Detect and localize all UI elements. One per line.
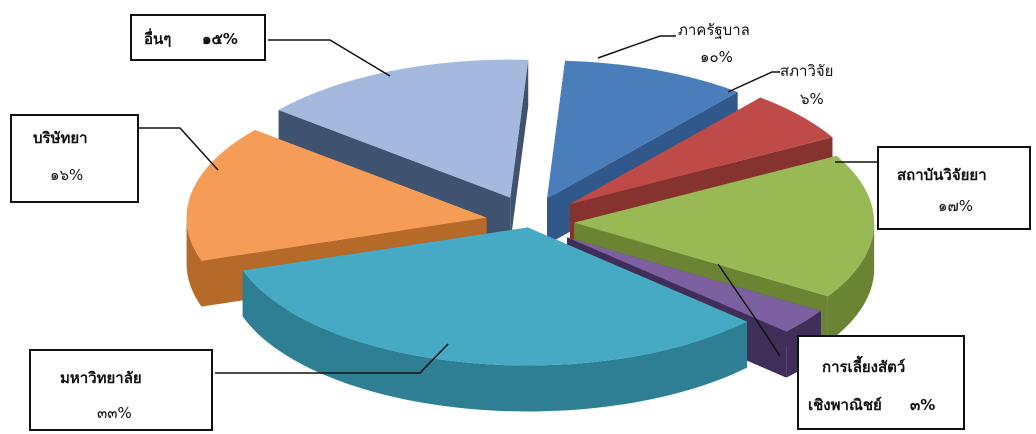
value-livestock: ๓% [910,396,935,414]
value-government: ๑๐% [700,48,733,66]
slice-pharma-top [186,129,487,261]
leader-line-government [597,35,676,59]
label-research-council: สภาวิจัย [780,62,833,80]
label-others: อื่นๆ [144,28,171,48]
slice-university-top [242,227,748,366]
value-university: ๓๓% [97,404,132,422]
label-box-livestock [797,335,965,430]
label-pharma: บริษัทยา [33,129,88,147]
leader-line-research-council [727,71,780,93]
value-research-council: ๖% [800,90,824,108]
value-pharma: ๑๖% [50,166,83,184]
slice-drug-institute-rim [827,222,875,343]
slice-drug-institute-top [574,155,875,297]
label-box-university [29,349,213,431]
label-university: มหาวิทยาลัย [60,369,142,387]
label-box-pharma [10,114,139,203]
pie-slices [186,59,875,412]
leader-line-university [215,343,449,374]
slice-pharma-rim [186,217,202,307]
label-livestock-line2: เชิงพาณิชย์ [808,396,882,414]
slice-university-rim [242,270,748,412]
slice-others-top [278,59,529,198]
label-box-drug-institute [877,146,1031,230]
slice-livestock-top [567,237,821,332]
leader-line-livestock [717,263,781,357]
slice-research-council-top [569,97,833,205]
label-drug-institute: สถาบันวิจัยยา [897,166,987,184]
value-others: ๑๕% [202,30,238,48]
label-livestock-line1: การเลี้ยงสัตว์ [822,355,905,376]
slice-government-top [547,60,738,199]
label-government: ภาครัฐบาล [678,21,750,39]
value-drug-institute: ๑๗% [938,197,973,215]
leader-lines [138,35,892,374]
label-box-others [130,14,266,61]
leader-line-others [268,39,391,77]
slice-others-wall-1 [510,59,529,244]
leader-line-pharma [138,127,219,171]
slice-university [242,227,748,412]
